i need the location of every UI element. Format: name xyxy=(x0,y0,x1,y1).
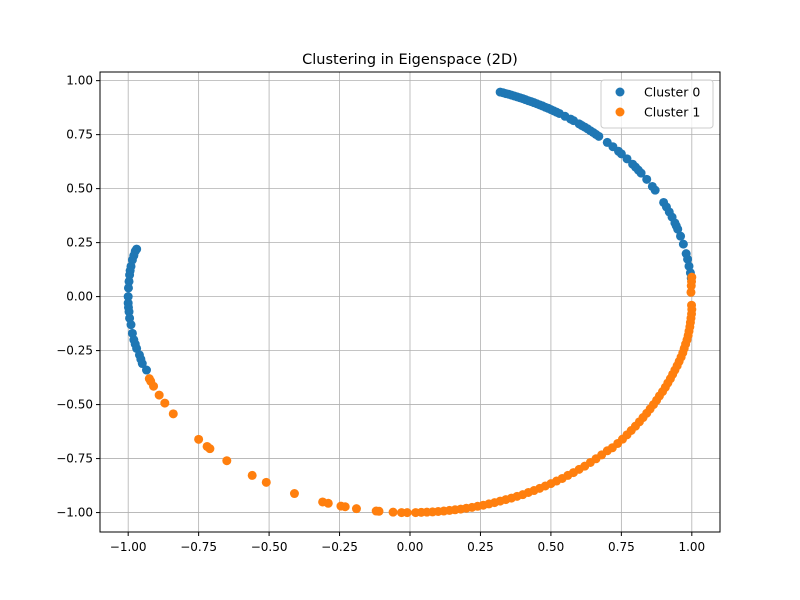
data-point xyxy=(388,507,398,517)
y-tick-label: 0.50 xyxy=(66,182,93,196)
data-point xyxy=(673,224,683,234)
data-point xyxy=(137,359,147,369)
x-tick-label: −0.50 xyxy=(251,540,288,554)
data-point xyxy=(686,287,696,297)
data-point xyxy=(202,441,212,451)
legend-box xyxy=(600,79,714,129)
y-tick-label: 1.00 xyxy=(66,74,93,88)
data-point xyxy=(124,276,134,286)
y-tick-label: 0.00 xyxy=(66,290,93,304)
y-tick-label: 0.75 xyxy=(66,128,93,142)
data-point xyxy=(594,131,604,141)
data-point xyxy=(261,477,271,487)
data-point xyxy=(144,374,154,384)
legend-label: Cluster 0 xyxy=(644,85,700,100)
data-point xyxy=(168,409,178,419)
data-point xyxy=(683,254,693,264)
data-point xyxy=(142,365,151,375)
data-point xyxy=(678,239,688,249)
data-point xyxy=(247,470,257,480)
y-tick-label: −0.25 xyxy=(56,344,93,358)
data-point xyxy=(636,168,646,178)
data-point xyxy=(160,398,170,408)
data-point xyxy=(123,283,133,293)
x-tick-label: 0.50 xyxy=(538,540,565,554)
points xyxy=(123,87,697,518)
legend: Cluster 0 Cluster 1 xyxy=(600,79,714,129)
data-point xyxy=(622,154,632,164)
x-tick-label: 0.00 xyxy=(397,540,424,554)
y-tick-label: −1.00 xyxy=(56,506,93,520)
ticks: −1.00 −0.75 −0.50 −0.25 0.00 0.25 0.50 0.75 1.00… xyxy=(56,74,705,554)
data-point xyxy=(222,456,232,466)
data-point xyxy=(194,434,204,444)
x-tick-label: 0.25 xyxy=(467,540,494,554)
data-point xyxy=(154,390,164,400)
data-point xyxy=(642,174,652,184)
y-tick-label: −0.75 xyxy=(56,452,93,466)
x-tick-label: −1.00 xyxy=(110,540,147,554)
data-point xyxy=(124,307,134,317)
data-point xyxy=(371,506,381,516)
data-point xyxy=(289,489,299,499)
legend-marker xyxy=(615,87,625,97)
x-tick-label: 1.00 xyxy=(678,540,705,554)
x-tick-label: −0.25 xyxy=(321,540,358,554)
data-point xyxy=(318,497,328,507)
y-tick-label: −0.50 xyxy=(56,398,93,412)
legend-label: Cluster 1 xyxy=(644,105,700,120)
data-point xyxy=(351,504,361,514)
x-tick-label: 0.75 xyxy=(608,540,635,554)
data-point xyxy=(126,320,136,330)
data-point xyxy=(336,501,346,511)
data-point xyxy=(411,508,421,518)
x-tick-label: −0.75 xyxy=(180,540,217,554)
chart-title: Clustering in Eigenspace (2D) xyxy=(302,52,518,68)
legend-marker xyxy=(615,107,625,117)
data-point xyxy=(684,261,694,271)
y-tick-label: 0.25 xyxy=(66,236,93,250)
data-point xyxy=(676,231,686,241)
data-point xyxy=(686,281,696,291)
data-point xyxy=(125,270,135,280)
series-cluster-1 xyxy=(144,272,697,518)
data-point xyxy=(650,185,660,195)
data-point xyxy=(397,508,407,518)
data-point xyxy=(123,292,133,302)
